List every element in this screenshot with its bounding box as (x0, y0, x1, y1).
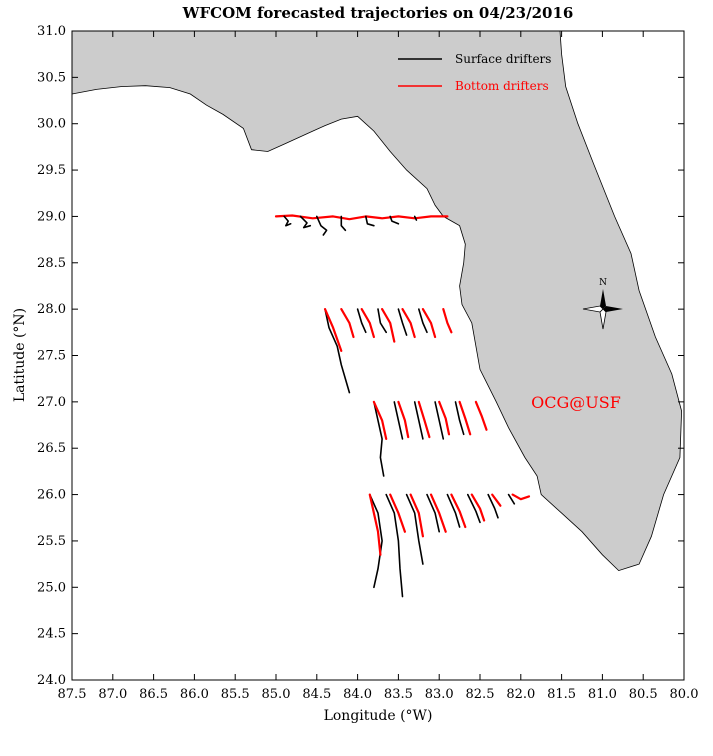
x-tick-label: 83.0 (425, 687, 454, 702)
surface-trajectory-8 (324, 308, 351, 394)
x-tick-label: 82.5 (466, 687, 495, 702)
x-tick-label: 85.5 (221, 687, 250, 702)
bottom-trajectory-38 (429, 493, 447, 533)
bottom-trajectory-36 (409, 493, 424, 538)
surface-trajectory-4 (340, 215, 347, 232)
surface-trajectory-33 (385, 493, 404, 598)
x-tick-label: 80.5 (629, 687, 658, 702)
plot-area (71, 30, 685, 681)
surface-trajectory-22 (393, 401, 404, 440)
bottom-trajectory-34 (389, 493, 406, 533)
x-tick-label: 87.0 (98, 687, 127, 702)
bottom-trajectory-40 (450, 493, 467, 529)
y-tick-label: 29.5 (37, 163, 66, 178)
surface-trajectory-13 (377, 308, 388, 334)
x-axis: 87.5 87.0 86.5 86.0 85.5 85.0 84.5 84.0 83.5 83.0… (58, 31, 699, 702)
y-tick-label: 30.0 (37, 117, 66, 132)
compass-north-label: N (599, 278, 607, 288)
y-tick-label: 25.0 (37, 580, 66, 595)
surface-trajectory-28 (454, 401, 465, 436)
x-tick-label: 82.0 (506, 687, 535, 702)
y-tick-label: 28.5 (37, 256, 66, 271)
bottom-trajectory-42 (470, 493, 486, 522)
y-tick-label: 31.0 (37, 24, 66, 39)
y-tick-label: 28.0 (37, 302, 66, 317)
surface-trajectory-2 (299, 215, 312, 229)
surface-trajectory-46 (507, 493, 516, 505)
trajectory-layer (274, 214, 531, 598)
legend: Surface drifters Bottom drifters (398, 52, 551, 93)
surface-trajectory-17 (417, 308, 428, 334)
bottom-trajectory-45 (511, 493, 531, 501)
surface-trajectory-15 (397, 308, 408, 336)
bottom-trajectory-29 (458, 400, 472, 436)
bottom-trajectory-10 (340, 308, 355, 339)
surface-trajectory-37 (426, 493, 441, 533)
surface-trajectory-6 (389, 215, 400, 225)
bottom-trajectory-21 (372, 400, 388, 440)
bottom-trajectory-19 (442, 308, 453, 334)
x-tick-label: 81.5 (547, 687, 576, 702)
surface-trajectory-1 (283, 215, 292, 227)
x-tick-label: 84.0 (343, 687, 372, 702)
y-tick-label: 27.5 (37, 349, 66, 364)
surface-trajectory-26 (434, 401, 445, 440)
bottom-trajectory-14 (381, 308, 396, 343)
x-tick-label: 80.0 (670, 687, 699, 702)
bottom-trajectory-12 (360, 308, 375, 339)
surface-trajectory-3 (315, 215, 328, 236)
bottom-trajectory-44 (491, 493, 502, 507)
y-tick-label: 27.0 (37, 395, 66, 410)
x-tick-label: 87.5 (58, 687, 87, 702)
legend-surface-label: Surface drifters (455, 52, 551, 66)
legend-bottom-label: Bottom drifters (455, 79, 549, 93)
surface-trajectory-5 (364, 215, 375, 227)
surface-trajectory-35 (405, 493, 424, 565)
surface-trajectory-43 (487, 493, 499, 519)
surface-trajectory-41 (466, 493, 481, 524)
compass-rose-icon: N (582, 278, 623, 330)
y-axis-label: Latitude (°N) (12, 308, 28, 402)
bottom-trajectory-23 (397, 400, 410, 439)
x-tick-label: 86.5 (139, 687, 168, 702)
y-tick-label: 25.5 (37, 534, 66, 549)
y-tick-label: 24.5 (37, 627, 66, 642)
y-tick-label: 26.5 (37, 441, 66, 456)
bottom-trajectory-16 (401, 308, 416, 339)
y-axis: 24.0 24.5 25.0 25.5 26.0 26.5 27.0 27.5 28.0 28.5… (37, 24, 684, 688)
bottom-trajectory-18 (421, 308, 437, 339)
watermark: OCG@USF (531, 393, 621, 412)
x-tick-label: 81.0 (588, 687, 617, 702)
bottom-trajectory-25 (417, 400, 431, 439)
surface-trajectory-31 (368, 493, 383, 589)
bottom-trajectory-27 (438, 400, 451, 436)
y-tick-label: 24.0 (37, 673, 66, 688)
y-tick-label: 29.0 (37, 209, 66, 224)
surface-trajectory-24 (413, 401, 424, 440)
chart-title: WFCOM forecasted trajectories on 04/23/2… (182, 4, 574, 22)
bottom-trajectory-32 (368, 493, 382, 556)
bottom-trajectory-9 (323, 308, 343, 352)
y-tick-label: 30.5 (37, 70, 66, 85)
x-axis-label: Longitude (°W) (324, 708, 433, 724)
florida-land (71, 30, 683, 572)
surface-trajectory-7 (413, 215, 418, 221)
x-tick-label: 86.0 (180, 687, 209, 702)
surface-trajectory-39 (446, 493, 461, 528)
surface-trajectory-20 (373, 401, 385, 477)
y-tick-label: 26.0 (37, 488, 66, 503)
x-tick-label: 83.5 (384, 687, 413, 702)
bottom-trajectory-30 (474, 400, 488, 431)
surface-trajectory-11 (356, 308, 367, 334)
x-tick-label: 85.0 (262, 687, 291, 702)
x-tick-label: 84.5 (302, 687, 331, 702)
